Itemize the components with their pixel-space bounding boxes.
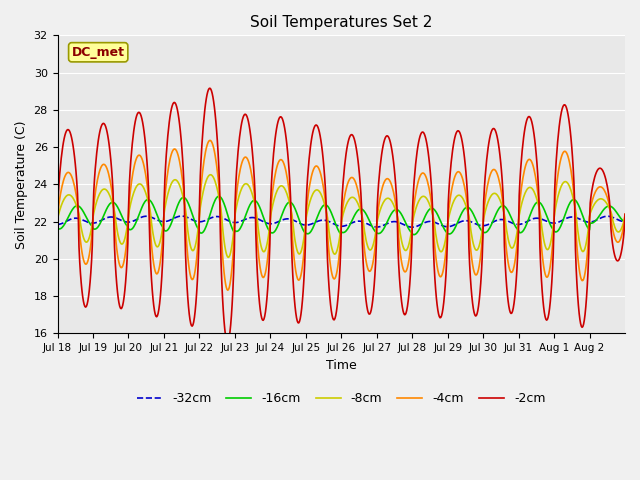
-4cm (276, 157, 284, 163)
-2cm (621, 211, 629, 217)
-4cm (226, 282, 234, 288)
Legend: -32cm, -16cm, -8cm, -4cm, -2cm: -32cm, -16cm, -8cm, -4cm, -2cm (132, 387, 550, 410)
-2cm (254, 282, 262, 288)
-8cm (207, 172, 214, 178)
-8cm (621, 212, 629, 218)
-16cm (215, 193, 223, 199)
-32cm (253, 216, 261, 221)
-16cm (433, 211, 441, 216)
-4cm (254, 246, 262, 252)
-32cm (621, 219, 629, 225)
-32cm (120, 218, 128, 224)
-4cm (120, 258, 128, 264)
-32cm (433, 220, 441, 226)
X-axis label: Time: Time (326, 359, 356, 372)
-16cm (410, 232, 418, 238)
Line: -8cm: -8cm (58, 175, 625, 257)
-2cm (54, 217, 61, 223)
-2cm (224, 339, 232, 345)
-32cm (401, 222, 408, 228)
-16cm (253, 200, 261, 205)
Line: -32cm: -32cm (58, 216, 625, 227)
Text: DC_met: DC_met (72, 46, 125, 59)
-4cm (401, 269, 409, 275)
-32cm (225, 218, 233, 224)
-32cm (408, 224, 416, 230)
-8cm (225, 254, 232, 260)
-8cm (254, 224, 262, 230)
-2cm (401, 312, 409, 317)
-32cm (275, 218, 283, 224)
-2cm (120, 294, 128, 300)
-2cm (276, 115, 284, 120)
-8cm (120, 238, 128, 244)
-2cm (226, 329, 234, 335)
-16cm (120, 218, 128, 224)
-32cm (178, 213, 186, 219)
-8cm (54, 217, 61, 223)
-2cm (433, 301, 441, 307)
Line: -4cm: -4cm (58, 140, 625, 290)
-16cm (621, 219, 629, 225)
-4cm (621, 211, 629, 217)
-8cm (276, 184, 284, 190)
-4cm (433, 263, 441, 269)
-2cm (206, 85, 214, 91)
-8cm (433, 239, 441, 245)
Title: Soil Temperatures Set 2: Soil Temperatures Set 2 (250, 15, 433, 30)
-16cm (225, 217, 233, 223)
-16cm (401, 217, 408, 223)
-4cm (54, 217, 61, 223)
-8cm (401, 248, 409, 253)
Line: -2cm: -2cm (58, 88, 625, 342)
-8cm (226, 252, 234, 258)
-4cm (206, 137, 214, 143)
-32cm (54, 222, 61, 228)
-4cm (224, 288, 232, 293)
-16cm (54, 226, 61, 231)
Line: -16cm: -16cm (58, 196, 625, 235)
Y-axis label: Soil Temperature (C): Soil Temperature (C) (15, 120, 28, 249)
-16cm (275, 221, 283, 227)
